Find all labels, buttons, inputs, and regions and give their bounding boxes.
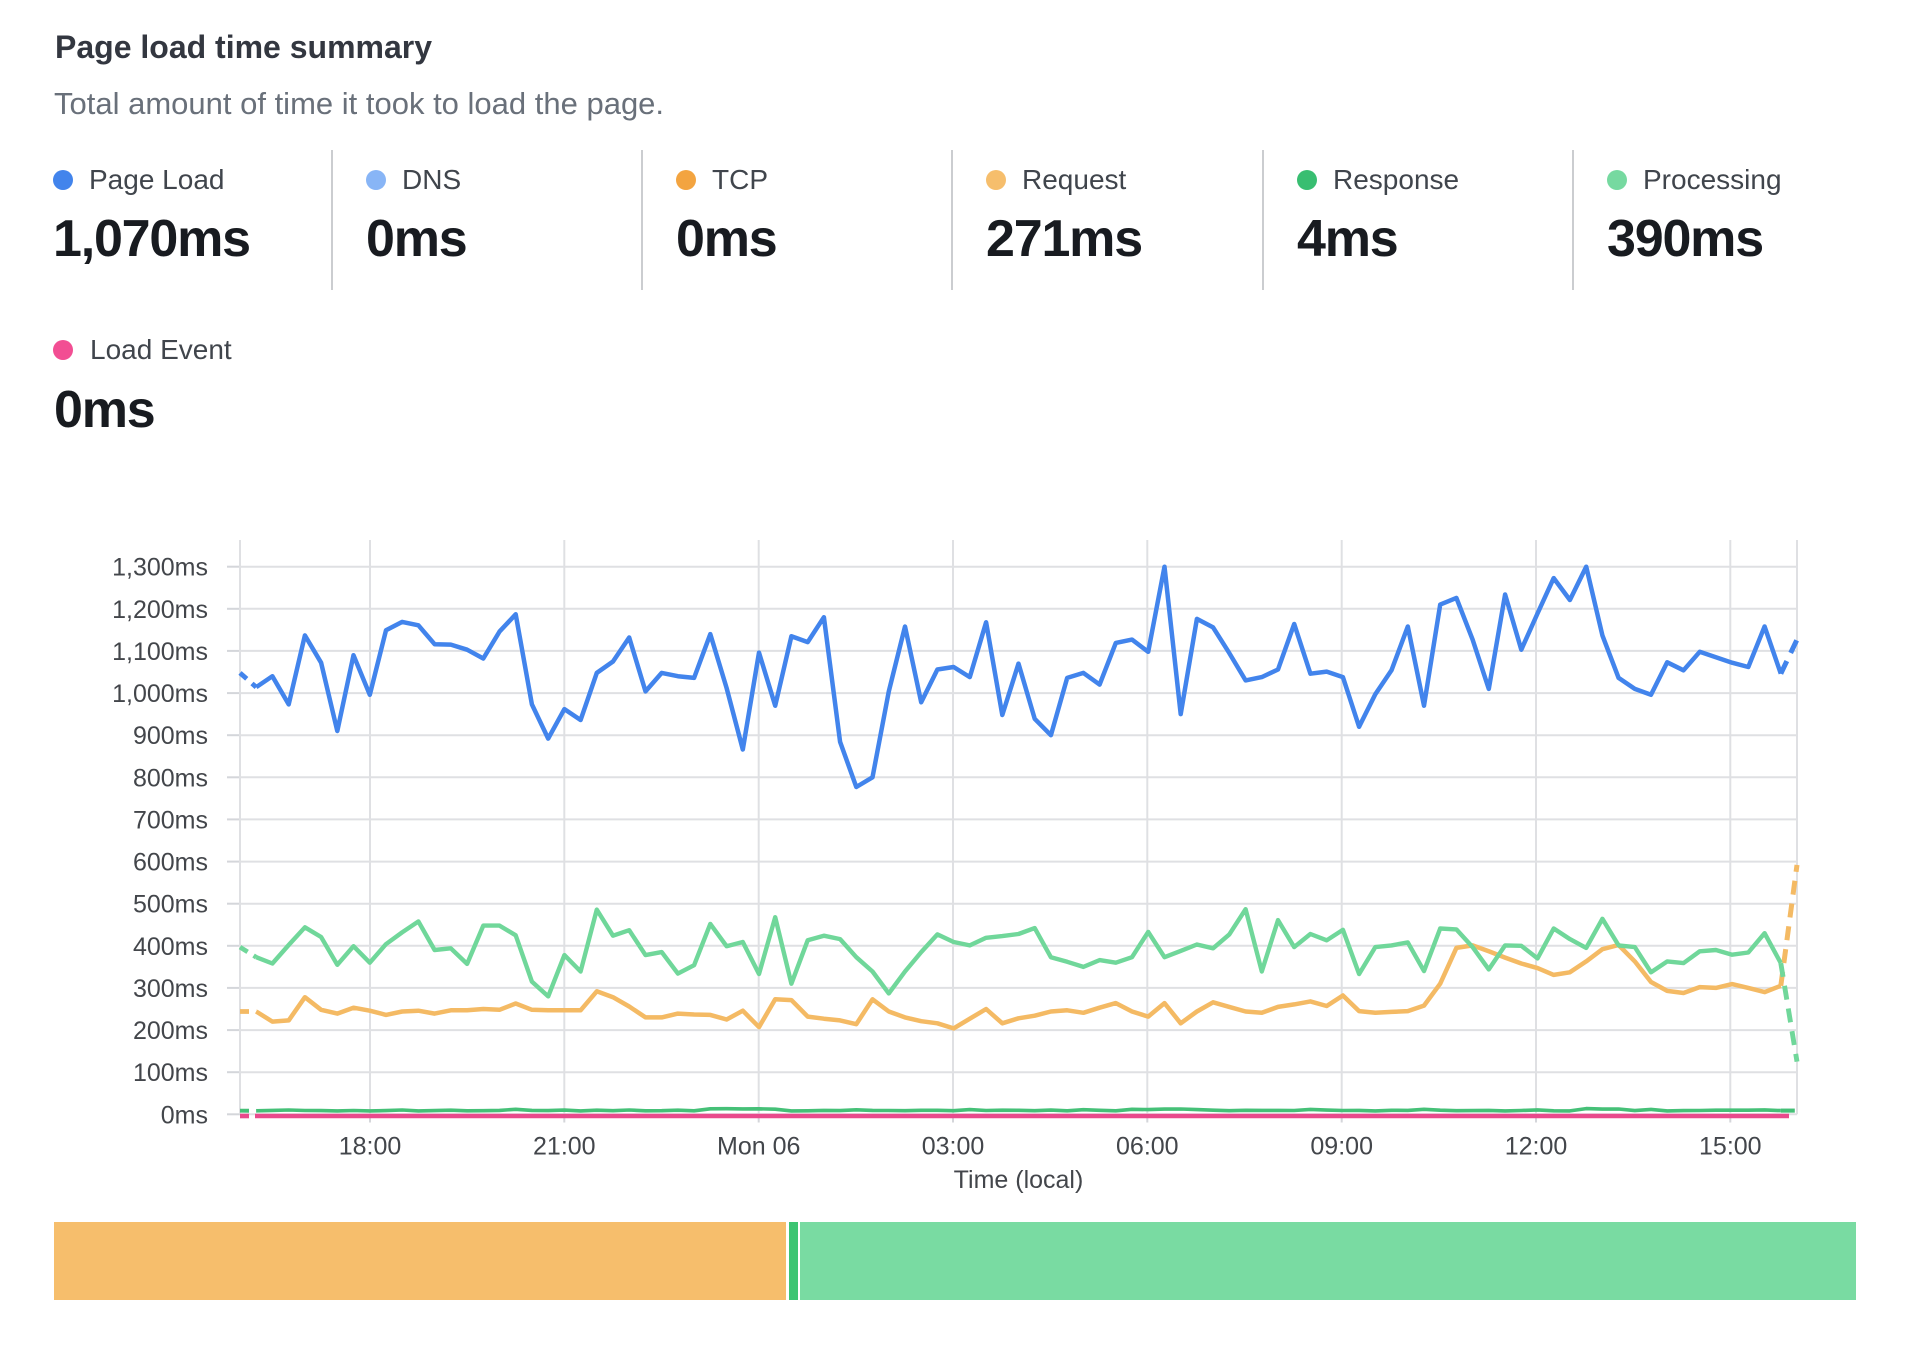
svg-text:Mon 06: Mon 06	[717, 1133, 800, 1161]
svg-text:Time (local): Time (local)	[954, 1166, 1084, 1194]
svg-text:15:00: 15:00	[1699, 1133, 1762, 1161]
svg-text:1,100ms: 1,100ms	[112, 638, 208, 666]
svg-text:400ms: 400ms	[133, 933, 208, 961]
svg-text:300ms: 300ms	[133, 975, 208, 1003]
svg-text:200ms: 200ms	[133, 1017, 208, 1045]
svg-text:1,300ms: 1,300ms	[112, 554, 208, 582]
svg-text:100ms: 100ms	[133, 1059, 208, 1087]
svg-text:500ms: 500ms	[133, 891, 208, 919]
svg-text:09:00: 09:00	[1310, 1133, 1373, 1161]
svg-text:06:00: 06:00	[1116, 1133, 1179, 1161]
svg-text:700ms: 700ms	[133, 806, 208, 834]
svg-text:800ms: 800ms	[133, 764, 208, 792]
svg-text:18:00: 18:00	[339, 1133, 402, 1161]
svg-text:900ms: 900ms	[133, 722, 208, 750]
svg-text:0ms: 0ms	[161, 1101, 208, 1129]
svg-text:03:00: 03:00	[922, 1133, 985, 1161]
svg-text:600ms: 600ms	[133, 849, 208, 877]
svg-text:1,000ms: 1,000ms	[112, 680, 208, 708]
svg-text:1,200ms: 1,200ms	[112, 596, 208, 624]
svg-text:21:00: 21:00	[533, 1133, 596, 1161]
svg-text:12:00: 12:00	[1505, 1133, 1568, 1161]
